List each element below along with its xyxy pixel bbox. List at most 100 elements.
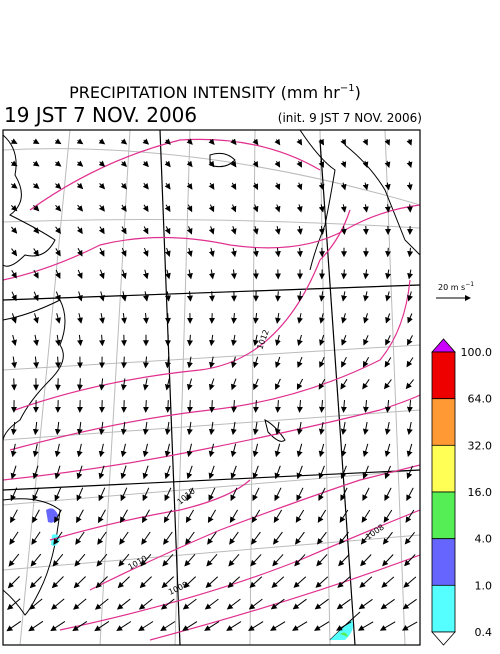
wind-arrow [101,313,103,323]
wind-arrow [123,313,124,323]
wind-arrow [11,227,16,233]
wind-arrow [295,554,305,565]
wind-arrow [100,248,104,256]
wind-arrow [206,577,217,588]
wind-arrow [316,577,328,587]
wind-arrow [277,313,279,323]
wind-arrow [275,488,281,500]
wind-arrow [145,270,147,279]
wind-arrow [35,357,36,368]
wind-arrow [409,183,410,190]
wind-arrow [55,488,60,501]
wind-arrow [212,291,213,300]
wind-arrow [210,379,214,390]
wind-arrow [74,599,86,609]
wind-arrow [10,532,18,544]
wind-arrow [342,357,347,367]
wind-arrow [211,248,213,256]
wind-arrow [234,400,235,412]
wind-arrow [140,577,151,588]
wind-arrow [100,162,105,166]
wind-arrow [276,140,279,145]
wind-arrow [276,379,281,389]
wind-arrow [294,577,306,587]
wind-arrow [321,291,322,300]
wind-arrow [99,488,105,501]
wind-arrow [100,227,104,234]
wind-arrow [57,335,59,345]
wind-arrow [387,400,388,412]
wind-arrow [233,335,235,345]
wind-arrow [211,270,212,279]
wind-arrow [189,270,191,279]
wind-arrow [56,227,61,233]
wind-arrow [343,161,345,167]
wind-arrow [210,205,213,212]
wind-arrow [33,141,38,144]
wind-arrow [232,161,236,166]
wind-arrow [35,444,38,456]
wind-arrow [299,313,301,323]
wind-arrow [146,400,147,412]
colorbar-labels: 100.064.032.016.04.01.00.4 [461,346,493,639]
wind-arrow [56,205,61,211]
wind-arrow [122,466,126,479]
wind-arrow [409,400,410,412]
wind-arrow [144,466,148,479]
wind-arrow [407,358,413,367]
wind-arrow [142,532,150,544]
wind-arrow [121,488,127,501]
wind-arrow [366,400,367,412]
wind-arrow [13,357,15,368]
colorbar-segment [432,585,455,632]
wind-arrow [146,357,147,368]
wind-arrow [79,444,82,456]
wind-arrow [211,422,213,434]
wind-arrow [364,444,368,456]
wind-arrow [98,532,106,544]
wind-arrow [79,335,80,345]
wind-arrow [33,162,38,166]
wind-arrow [13,444,16,456]
wind-arrow [9,554,19,566]
wind-arrow [210,466,214,478]
wind-arrow [167,248,170,256]
wind-arrow [123,270,126,278]
wind-arrow [145,422,147,434]
wind-arrow [29,621,43,630]
wind-arrow [318,510,325,522]
wind-arrow [276,444,279,456]
wind-arrow [320,335,323,345]
wind-arrow [123,378,125,389]
wind-arrow [11,141,16,144]
wind-arrow [296,510,303,522]
wind-arrow [229,554,239,565]
wind-arrow [188,466,192,478]
wind-arrow [145,291,147,300]
wind-arrow [33,488,38,501]
wind-arrow [384,510,392,522]
wind-arrow [124,357,125,368]
colorbar-segment [432,539,455,586]
wind-arrow [406,510,414,522]
wind-arrow [144,183,148,189]
wind-arrow [254,357,257,367]
wind-arrow [343,139,346,144]
wind-arrow [165,488,171,500]
wind-arrow [146,313,147,323]
wind-arrow [321,139,324,144]
wind-arrow [11,205,16,210]
wind-arrow [365,204,366,211]
wind-arrow [277,205,279,212]
wind-arrow [190,400,191,412]
wind-arrow [405,532,414,543]
wind-arrow [166,226,169,233]
wind-arrow [274,532,283,544]
colorbar-segment [432,399,455,446]
wind-arrow [271,622,285,631]
wind-arrow [189,379,192,390]
wind-arrow [144,227,148,234]
wind-arrow [230,510,237,522]
wind-arrow [162,599,175,609]
wind-arrow [12,270,17,278]
